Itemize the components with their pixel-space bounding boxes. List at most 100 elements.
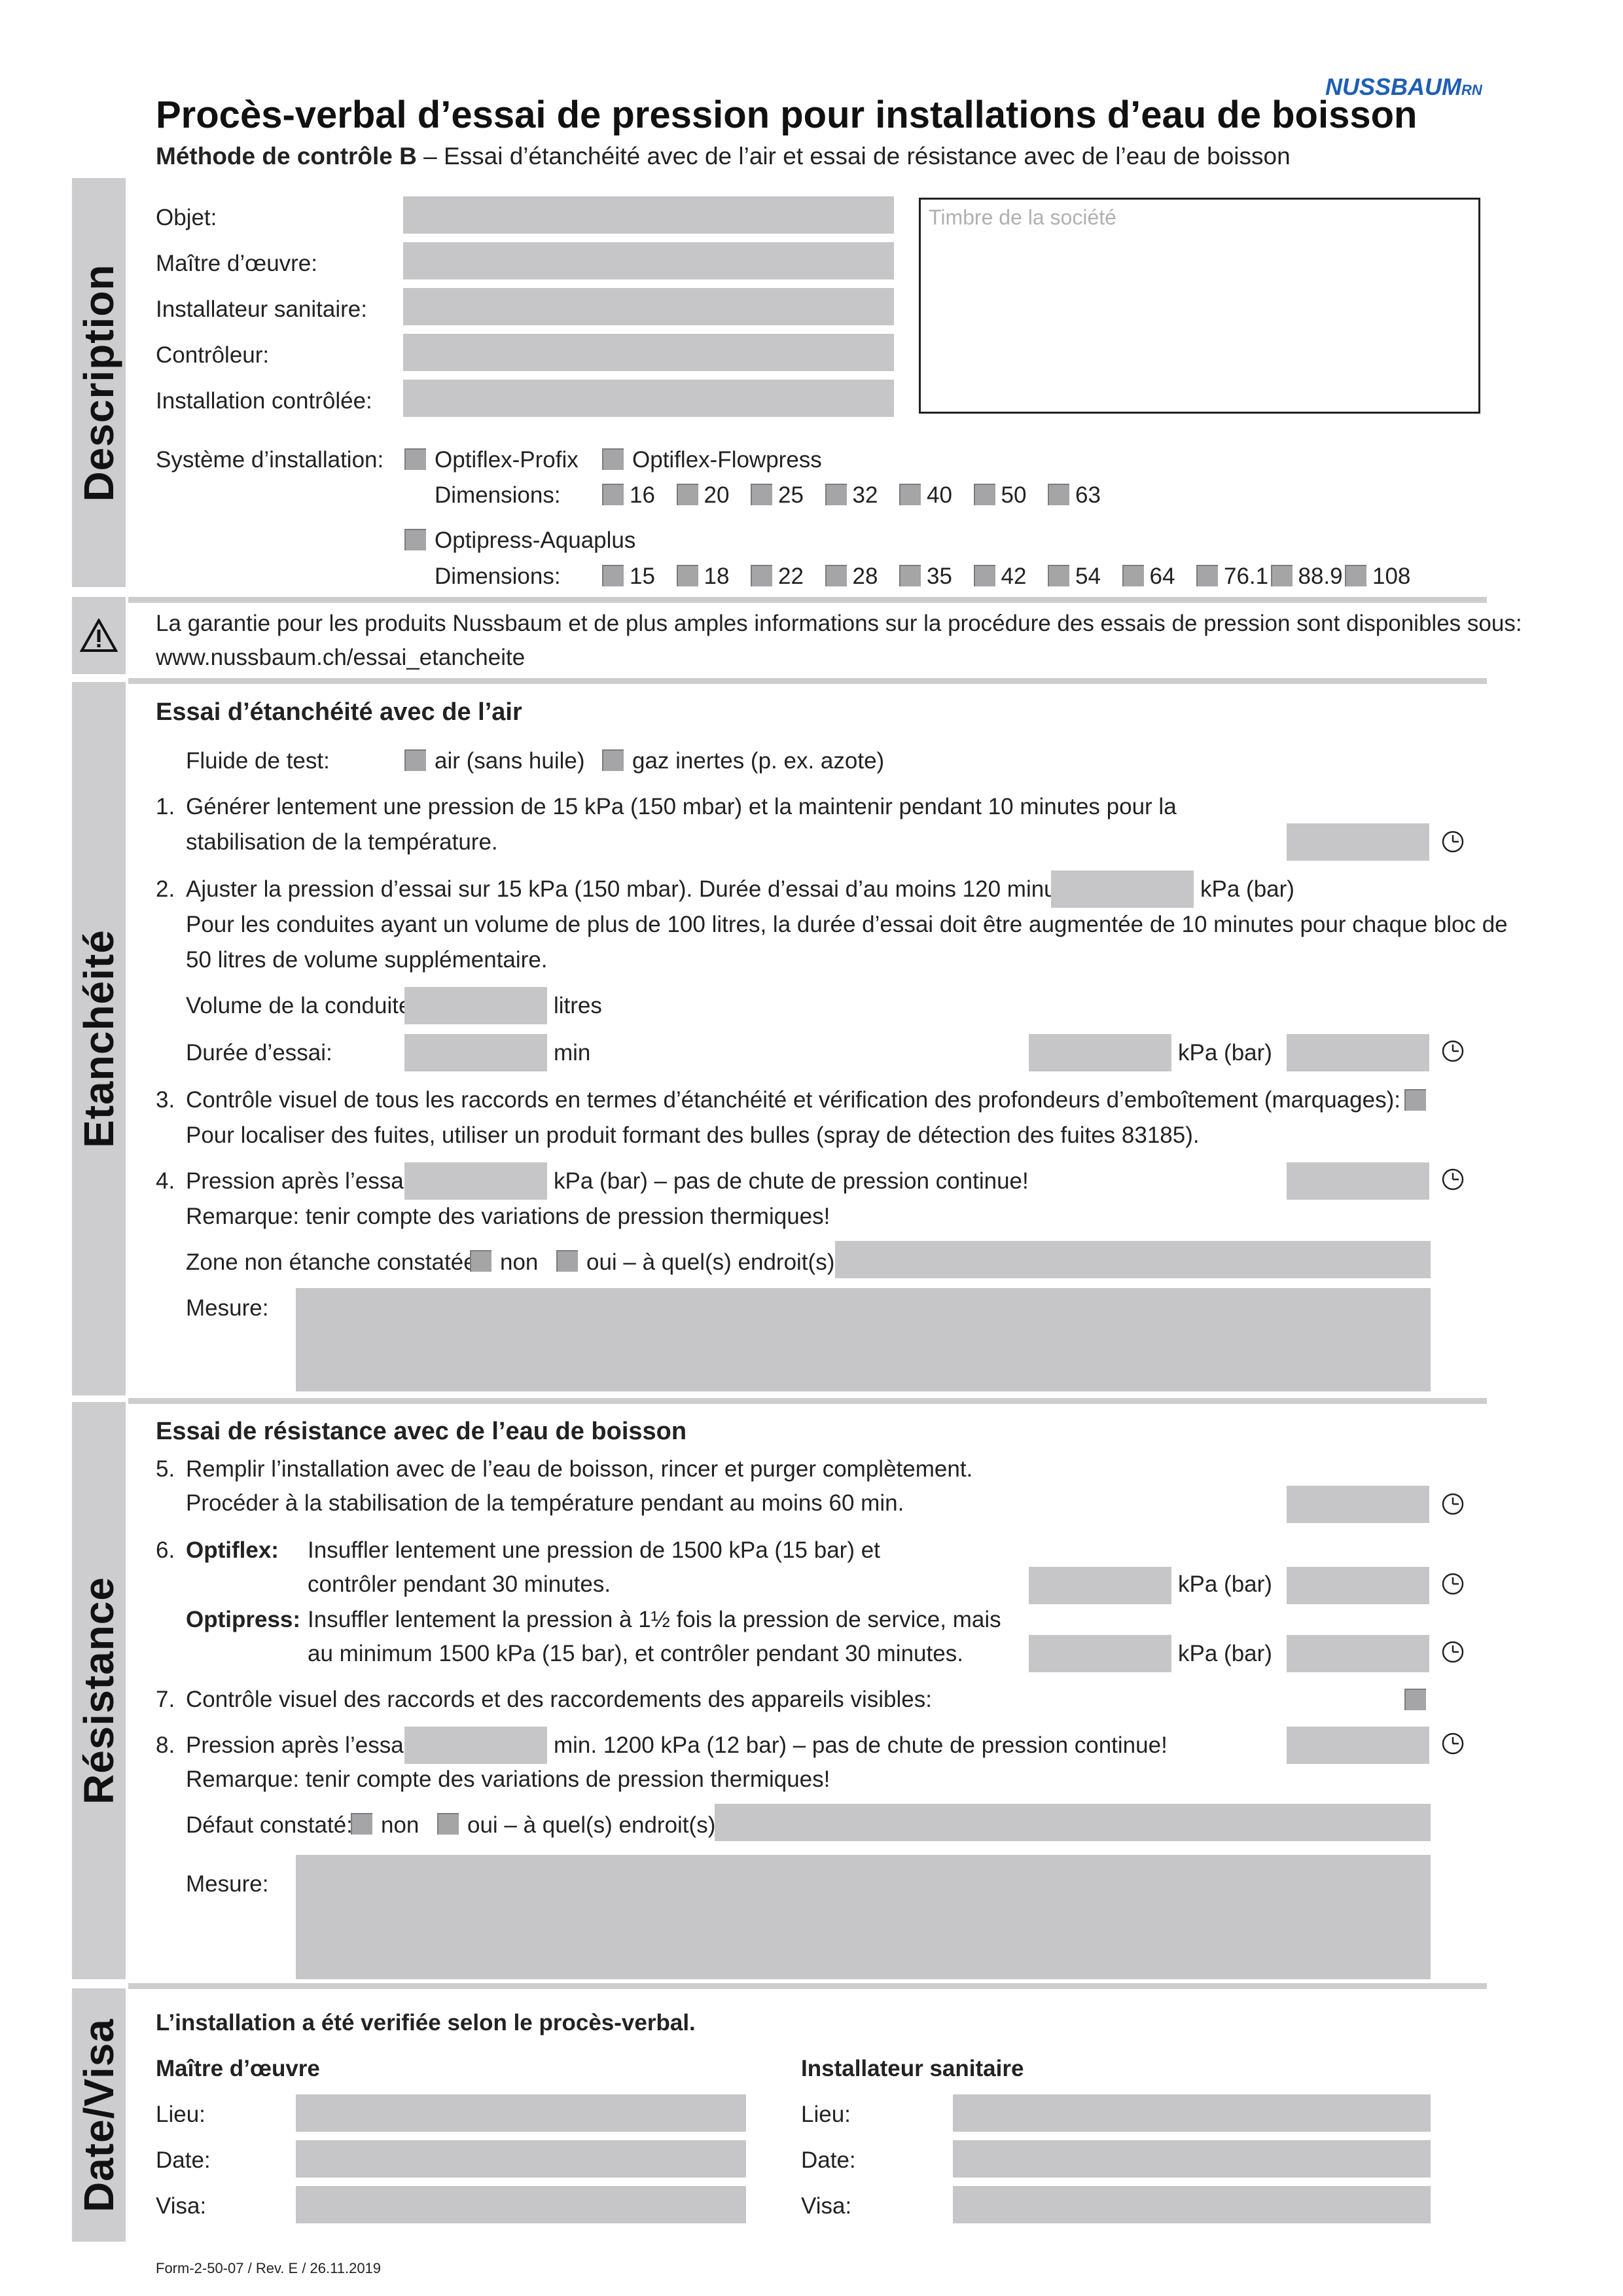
company-stamp-box[interactable]: Timbre de la société (919, 198, 1480, 414)
checkbox-fluid-gas[interactable] (602, 749, 624, 771)
lieu-label: Lieu: (801, 2102, 851, 2127)
step-6-unit-2: kPa (bar) (1178, 1641, 1272, 1666)
step-4-label: Pression après l’essai: (186, 1168, 416, 1194)
checkbox-dimension-optiflex[interactable] (973, 484, 995, 505)
installateur-date-input[interactable] (953, 2140, 1431, 2178)
installateur-input[interactable] (403, 288, 894, 325)
field-label-installateur: Installateur sanitaire: (156, 296, 367, 322)
step-7-line-1: Contrôle visuel des raccords et des racc… (186, 1687, 932, 1712)
field-label-installation: Installation contrôlée: (156, 388, 372, 414)
checkbox-dimension-optipress[interactable] (1048, 565, 1069, 586)
maitre-lieu-input[interactable] (296, 2094, 746, 2132)
dimension-label: 40 (927, 482, 952, 508)
step-4-pressure-input[interactable] (404, 1162, 547, 1200)
checkbox-dimension-optipress[interactable] (899, 565, 921, 586)
checkbox-dimension-optipress[interactable] (1122, 565, 1144, 586)
checkbox-defect-yes[interactable] (437, 1813, 459, 1835)
step-number: 5. (156, 1456, 175, 1482)
page-subtitle: Méthode de contrôle B – Essai d’étanchéi… (156, 143, 1291, 170)
objet-input[interactable] (403, 196, 894, 234)
step-6-optiflex-line-2: contrôler pendant 30 minutes. (308, 1571, 611, 1597)
label-optipress-aquaplus: Optipress-Aquaplus (435, 528, 636, 553)
step-6-optipress-pressure-input[interactable] (1029, 1635, 1171, 1672)
duration-time-input[interactable] (1287, 1034, 1429, 1071)
dimension-label: 76.1 (1224, 564, 1269, 589)
checkbox-step-3[interactable] (1404, 1089, 1426, 1111)
checkbox-dimension-optipress[interactable] (602, 565, 624, 586)
defect-label: Défaut constaté: (186, 1812, 353, 1838)
checkbox-defect-no[interactable] (351, 1813, 372, 1835)
leak-no-label: non (500, 1249, 539, 1275)
checkbox-optiflex-flowpress[interactable] (602, 448, 624, 470)
water-measure-input[interactable] (296, 1855, 1431, 1979)
checkbox-dimension-optipress[interactable] (676, 565, 698, 586)
volume-input[interactable] (404, 987, 547, 1024)
dimension-label: 63 (1075, 482, 1101, 508)
checkbox-optipress-aquaplus[interactable] (404, 529, 426, 550)
subtitle-description: – Essai d’étanchéité avec de l’air et es… (416, 143, 1291, 170)
checkbox-dimension-optipress[interactable] (1270, 565, 1293, 586)
dimension-label: 15 (630, 564, 655, 589)
step-4-time-input[interactable] (1287, 1162, 1429, 1200)
duration-input[interactable] (404, 1034, 547, 1071)
step-1-time-input[interactable] (1287, 823, 1429, 861)
checkbox-dimension-optiflex[interactable] (676, 484, 698, 505)
clock-icon (1442, 1040, 1464, 1062)
leak-location-input[interactable] (835, 1241, 1431, 1278)
checkbox-dimension-optiflex[interactable] (825, 484, 847, 505)
warning-link[interactable]: www.nussbaum.ch/essai_etancheite (156, 645, 526, 670)
step-5-line-2: Procéder à la stabilisation de la tempér… (186, 1490, 904, 1516)
checkbox-dimension-optiflex[interactable] (602, 484, 624, 505)
checkbox-dimension-optiflex[interactable] (899, 484, 921, 505)
step-number: 3. (156, 1087, 175, 1113)
checkbox-dimension-optipress[interactable] (751, 565, 772, 586)
duration-pressure-input[interactable] (1029, 1034, 1171, 1071)
maitre-date-input[interactable] (296, 2140, 746, 2178)
step-6-optiflex-time-input[interactable] (1287, 1567, 1429, 1604)
clock-icon (1442, 1168, 1464, 1191)
installateur-visa-input[interactable] (953, 2186, 1431, 2223)
step-6-optipress-line-1: Insuffler lentement la pression à 1½ foi… (308, 1607, 1001, 1632)
controleur-input[interactable] (403, 334, 894, 371)
date-label: Date: (156, 2147, 211, 2173)
subtitle-method: Méthode de contrôle B (156, 143, 417, 170)
checkbox-fluid-air[interactable] (404, 749, 426, 771)
checkbox-step-7[interactable] (1404, 1689, 1426, 1710)
checkbox-dimension-optipress[interactable] (825, 565, 847, 586)
step-2-line-2: Pour les conduites ayant un volume de pl… (186, 912, 1508, 937)
dimensions-label-optipress: Dimensions: (435, 564, 561, 589)
step-1-line-2: stabilisation de la température. (186, 829, 498, 855)
signoff-right-title: Installateur sanitaire (801, 2056, 1024, 2081)
installation-input[interactable] (403, 380, 894, 417)
maitre-visa-input[interactable] (296, 2186, 746, 2223)
checkbox-dimension-optiflex[interactable] (1048, 484, 1069, 505)
checkbox-dimension-optiflex[interactable] (751, 484, 772, 505)
warning-line-1: La garantie pour les produits Nussbaum e… (156, 611, 1522, 636)
fluid-label: Fluide de test: (186, 748, 330, 774)
step-2-pressure-input[interactable] (1051, 870, 1194, 908)
defect-location-input[interactable] (715, 1804, 1431, 1841)
checkbox-dimension-optipress[interactable] (1345, 565, 1366, 586)
checkbox-dimension-optipress[interactable] (973, 565, 995, 586)
air-measure-input[interactable] (296, 1288, 1431, 1391)
field-label-objet: Objet: (156, 205, 217, 230)
step-8-time-input[interactable] (1287, 1727, 1429, 1764)
dimensions-label-optiflex: Dimensions: (435, 482, 561, 508)
checkbox-leak-no[interactable] (470, 1250, 491, 1272)
maitre-oeuvre-input[interactable] (403, 242, 894, 279)
step-8-pressure-input[interactable] (404, 1727, 547, 1764)
checkbox-leak-yes[interactable] (556, 1250, 578, 1272)
checkbox-dimension-optipress[interactable] (1196, 565, 1218, 586)
clock-icon (1442, 831, 1464, 853)
checkbox-optiflex-profix[interactable] (404, 448, 426, 470)
step-5-time-input[interactable] (1287, 1486, 1429, 1523)
brand-logo-main: NUSSBAUM (1325, 73, 1462, 100)
dimension-label: 16 (630, 482, 655, 508)
step-6-optipress-time-input[interactable] (1287, 1635, 1429, 1672)
leak-yes-label: oui – à quel(s) endroit(s): (586, 1249, 842, 1275)
step-6-optiflex-pressure-input[interactable] (1029, 1567, 1171, 1604)
dimension-label: 20 (704, 482, 730, 508)
leak-label: Zone non étanche constatée: (186, 1249, 483, 1275)
installateur-lieu-input[interactable] (953, 2094, 1431, 2132)
clock-icon (1442, 1573, 1464, 1595)
